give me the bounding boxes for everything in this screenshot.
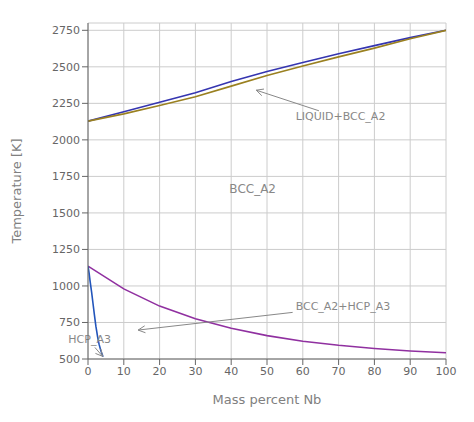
svg-text:80: 80 xyxy=(367,365,381,378)
svg-text:2500: 2500 xyxy=(52,61,80,74)
svg-text:1750: 1750 xyxy=(52,170,80,183)
svg-text:0: 0 xyxy=(85,365,92,378)
svg-text:LIQUID+BCC_A2: LIQUID+BCC_A2 xyxy=(296,110,386,123)
svg-text:50: 50 xyxy=(260,365,274,378)
svg-text:70: 70 xyxy=(332,365,346,378)
svg-text:20: 20 xyxy=(153,365,167,378)
svg-text:HCP_A3: HCP_A3 xyxy=(68,333,111,346)
svg-text:Mass percent Nb: Mass percent Nb xyxy=(213,392,322,407)
svg-text:100: 100 xyxy=(436,365,457,378)
svg-text:2250: 2250 xyxy=(52,97,80,110)
svg-text:1000: 1000 xyxy=(52,280,80,293)
svg-text:30: 30 xyxy=(188,365,202,378)
svg-text:1250: 1250 xyxy=(52,243,80,256)
svg-text:1500: 1500 xyxy=(52,207,80,220)
svg-text:BCC_A2: BCC_A2 xyxy=(229,182,276,196)
svg-text:750: 750 xyxy=(59,316,80,329)
svg-text:2000: 2000 xyxy=(52,134,80,147)
svg-text:500: 500 xyxy=(59,353,80,366)
svg-text:Temperature [K]: Temperature [K] xyxy=(9,138,24,244)
svg-text:40: 40 xyxy=(224,365,238,378)
svg-text:60: 60 xyxy=(296,365,310,378)
svg-text:2750: 2750 xyxy=(52,24,80,37)
svg-text:BCC_A2+HCP_A3: BCC_A2+HCP_A3 xyxy=(296,300,391,313)
svg-text:10: 10 xyxy=(117,365,131,378)
svg-text:90: 90 xyxy=(403,365,417,378)
